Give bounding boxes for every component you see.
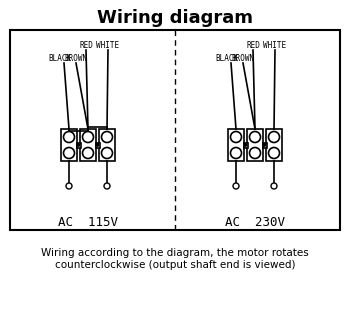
Text: BROWN: BROWN (64, 54, 88, 63)
Bar (77, 142, 81, 147)
Circle shape (63, 131, 75, 142)
Bar (244, 142, 247, 147)
Circle shape (263, 144, 266, 146)
Text: RED: RED (246, 41, 260, 50)
Circle shape (250, 131, 260, 142)
Circle shape (66, 183, 72, 189)
Circle shape (96, 144, 99, 146)
Text: RED: RED (79, 41, 93, 50)
Bar (99, 129, 115, 161)
Text: BROWN: BROWN (231, 54, 254, 63)
Bar (61, 129, 77, 161)
Circle shape (104, 183, 110, 189)
Text: AC  115V: AC 115V (58, 215, 118, 229)
Circle shape (83, 147, 93, 158)
Text: WHITE: WHITE (97, 41, 120, 50)
Bar (266, 129, 282, 161)
Text: Wiring diagram: Wiring diagram (97, 9, 253, 27)
Text: AC  230V: AC 230V (225, 215, 285, 229)
Circle shape (102, 131, 112, 142)
Circle shape (233, 183, 239, 189)
Circle shape (102, 147, 112, 158)
Bar (228, 129, 244, 161)
Circle shape (63, 147, 75, 158)
Circle shape (268, 147, 280, 158)
Bar (80, 129, 96, 161)
Circle shape (244, 144, 247, 146)
Bar (96, 142, 99, 147)
Circle shape (77, 144, 80, 146)
Circle shape (231, 131, 241, 142)
Circle shape (250, 147, 260, 158)
Text: Wiring according to the diagram, the motor rotates
counterclockwise (output shaf: Wiring according to the diagram, the mot… (41, 248, 309, 270)
Circle shape (83, 131, 93, 142)
Text: BLACK: BLACK (48, 54, 71, 63)
Circle shape (268, 131, 280, 142)
Circle shape (231, 147, 241, 158)
Bar (262, 142, 266, 147)
Circle shape (271, 183, 277, 189)
Bar (247, 129, 263, 161)
Bar (10, 30, 340, 230)
Text: BLACK: BLACK (216, 54, 239, 63)
Text: WHITE: WHITE (264, 41, 287, 50)
